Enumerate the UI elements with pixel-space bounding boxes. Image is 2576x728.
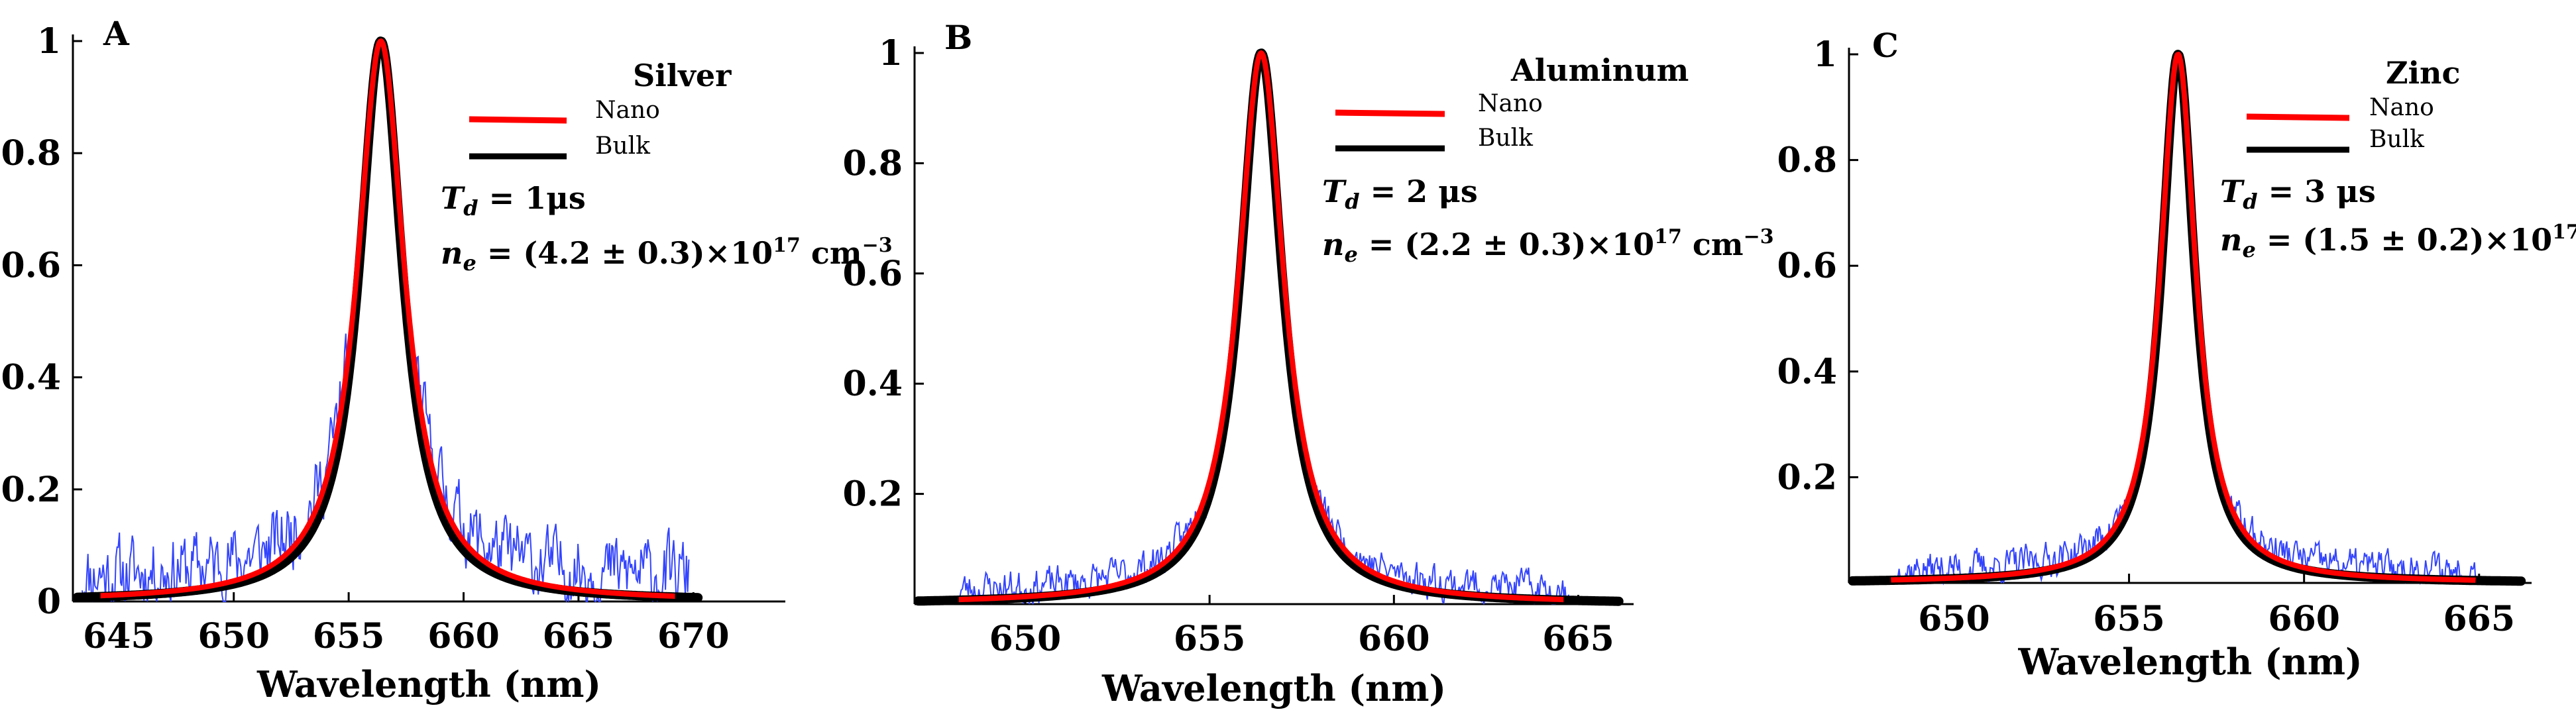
y-tick-label: 1	[879, 33, 903, 74]
x-tick-label: 650	[989, 619, 1062, 659]
ne-subscript: e	[463, 250, 476, 276]
td-symbol: T	[1322, 174, 1347, 209]
bulk-fit-line	[72, 36, 703, 603]
measured-spectrum-line	[81, 40, 690, 603]
legend-nano-swatch	[2246, 113, 2350, 121]
y-tick-label: 0.8	[1, 133, 61, 174]
nano-fit-line	[957, 50, 1565, 603]
y-tick-label: 0.8	[1777, 140, 1837, 181]
legend-nano-swatch	[1335, 109, 1445, 117]
ne-exponent: 17	[2552, 221, 2576, 244]
x-tick-label: 665	[2443, 599, 2515, 639]
legend-bulk-label: Bulk	[2369, 126, 2425, 153]
y-tick-label: 0.6	[1777, 246, 1837, 286]
ne-subscript: e	[1344, 242, 1357, 267]
legend-bulk-label: Bulk	[595, 132, 651, 160]
x-axis-title: Wavelength (nm)	[1101, 667, 1446, 709]
annotation-electron-density: ne = (1.5 ± 0.2)×1017 cm−3	[2220, 221, 2576, 262]
legend: Silver Nano Bulk	[469, 58, 732, 160]
td-symbol: T	[2220, 174, 2245, 209]
ne-unit: cm	[801, 235, 862, 271]
ne-value: = (1.5 ± 0.2)×10	[2256, 222, 2552, 258]
ne-symbol: n	[2220, 222, 2242, 258]
annotation-delay-time: Td = 1μs	[441, 180, 586, 221]
annotation-delay-time: Td = 3 μs	[2220, 174, 2376, 214]
x-tick-label: 665	[1542, 619, 1614, 659]
legend-nano-label: Nano	[2369, 94, 2434, 121]
x-tick-label: 660	[2268, 599, 2340, 639]
annotation-delay-time: Td = 2 μs	[1322, 174, 1478, 214]
ne-unit-exponent: −3	[1744, 225, 1774, 248]
legend-bulk-label: Bulk	[1478, 125, 1534, 152]
y-tick-label: 1	[37, 21, 61, 62]
x-tick-label: 645	[83, 616, 155, 656]
x-tick-label: 660	[1358, 619, 1430, 659]
annotation-electron-density: ne = (2.2 ± 0.3)×1017 cm−3	[1322, 225, 1774, 267]
y-tick-label: 0.8	[843, 143, 903, 183]
panel-label: C	[1872, 26, 1899, 65]
legend-nano-label: Nano	[1478, 90, 1543, 117]
x-tick-label: 670	[657, 616, 730, 656]
chart-panel-a: 645 650 655 660 665 670 0 0.2 0.4 0.6 0.8 1 Waveleng…	[1, 14, 893, 705]
td-subscript: d	[1345, 189, 1359, 214]
x-tick-label: 655	[313, 616, 385, 656]
legend-title: Aluminum	[1510, 52, 1689, 88]
y-tick-label: 0.2	[843, 474, 903, 515]
x-tick-label: 650	[197, 616, 270, 656]
x-axis-title: Wavelength (nm)	[256, 663, 601, 705]
ne-symbol: n	[1322, 227, 1344, 262]
legend: Zinc Nano Bulk	[2246, 55, 2461, 153]
ne-value: = (4.2 ± 0.3)×10	[476, 235, 773, 271]
x-axis-title: Wavelength (nm)	[2017, 641, 2362, 683]
td-value: = 3 μs	[2258, 174, 2376, 209]
x-tick-label: 660	[427, 616, 500, 656]
chart-panel-c: 650 655 660 665 0.2 0.4 0.6 0.8 1 Wavelength (nm)…	[1777, 26, 2576, 683]
x-tick-label: 665	[543, 616, 615, 656]
y-tick-label: 0.4	[1777, 352, 1837, 392]
ne-exponent: 17	[773, 234, 801, 257]
x-tick-label: 650	[1918, 599, 1990, 639]
nano-fit-line	[1889, 52, 2477, 583]
annotation-electron-density: ne = (4.2 ± 0.3)×1017 cm−3	[441, 234, 893, 276]
td-subscript: d	[463, 195, 478, 221]
chart-panel-b: 650 655 660 665 0.2 0.4 0.6 0.8 1 Wavelength (nm)…	[843, 18, 1774, 709]
y-tick-label: 0	[37, 582, 61, 622]
y-tick-label: 0.6	[1, 245, 61, 286]
y-tick-label: 0.6	[843, 254, 903, 294]
y-tick-label: 1	[1813, 34, 1837, 75]
nano-fit-line	[99, 38, 677, 599]
ne-symbol: n	[441, 235, 463, 271]
ne-unit-exponent: −3	[862, 234, 893, 257]
x-tick-label: 655	[1174, 619, 1246, 659]
legend-title: Silver	[633, 58, 732, 93]
legend-nano-label: Nano	[595, 97, 660, 124]
ne-unit: cm	[1682, 227, 1744, 262]
panel-label: B	[944, 18, 972, 57]
ne-value: = (2.2 ± 0.3)×10	[1358, 227, 1654, 262]
y-tick-label: 0.4	[843, 364, 903, 404]
td-value: = 2 μs	[1360, 174, 1478, 209]
y-tick-label: 0.2	[1777, 457, 1837, 497]
y-tick-label: 0.2	[1, 470, 61, 510]
x-tick-label: 655	[2093, 599, 2165, 639]
panel-label: A	[103, 14, 130, 53]
y-tick-label: 0.4	[1, 358, 61, 398]
legend-title: Zinc	[2386, 55, 2461, 91]
ne-subscript: e	[2242, 237, 2255, 262]
td-subscript: d	[2243, 189, 2257, 214]
legend-nano-swatch	[469, 116, 567, 124]
td-value: = 1μs	[478, 180, 586, 216]
td-symbol: T	[441, 180, 466, 216]
ne-exponent: 17	[1654, 225, 1682, 248]
